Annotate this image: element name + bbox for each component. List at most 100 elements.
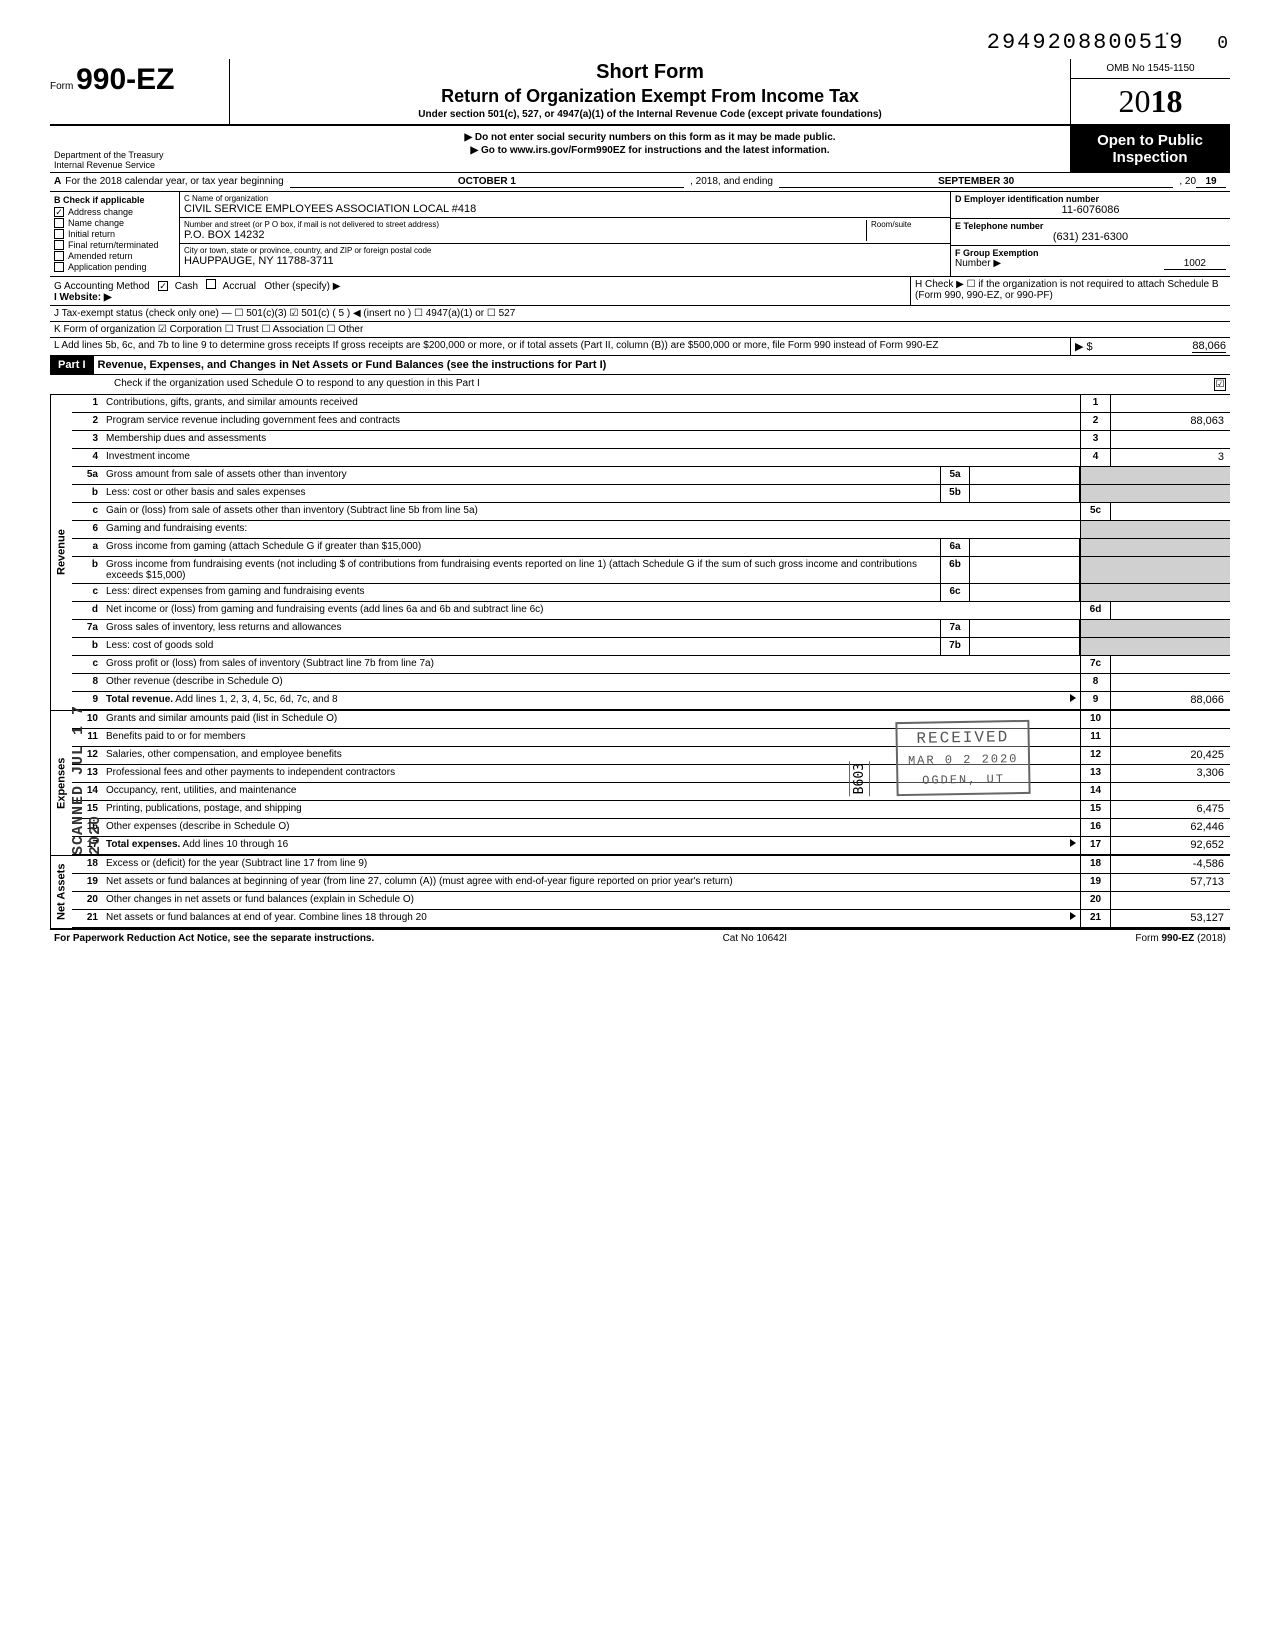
c-city-block: City or town, state or province, country… — [180, 244, 950, 269]
form-prefix: Form — [50, 81, 73, 92]
line-value — [1110, 729, 1230, 746]
year-block: OMB No 1545-1150 2018 — [1070, 59, 1230, 124]
org-address: P.O. BOX 14232 — [184, 229, 866, 241]
right-box-number: 2 — [1080, 413, 1110, 430]
arrow-icon — [1070, 839, 1076, 847]
part1-header-row: Part I Revenue, Expenses, and Changes in… — [50, 356, 1230, 375]
line-description: Program service revenue including govern… — [102, 413, 1080, 430]
line-number: 3 — [72, 431, 102, 448]
page-footer: For Paperwork Reduction Act Notice, see … — [50, 930, 1230, 947]
right-box-number: 13 — [1080, 765, 1110, 782]
f-label2: Number ▶ — [955, 258, 1001, 270]
line-value — [1110, 395, 1230, 412]
col-b-checkboxes: B Check if applicable ✓Address change Na… — [50, 192, 180, 276]
chk-cash[interactable]: ✓ — [158, 281, 168, 291]
short-form-label: Short Form — [238, 61, 1062, 84]
dln-trail: 0 — [1217, 34, 1230, 54]
mid-box-value — [970, 620, 1080, 637]
right-box-number: 14 — [1080, 783, 1110, 800]
received-text: RECEIVED — [907, 728, 1018, 748]
line-number: 8 — [72, 674, 102, 691]
d-label: D Employer identification number — [955, 194, 1226, 204]
line-number: b — [72, 638, 102, 655]
dept-irs: Internal Revenue Service — [54, 160, 226, 170]
instructions-block: ▶ Do not enter social security numbers o… — [230, 126, 1070, 172]
line-description: Investment income — [102, 449, 1080, 466]
line-c: cLess: direct expenses from gaming and f… — [72, 584, 1230, 602]
line-number: b — [72, 557, 102, 583]
right-box-number: 21 — [1080, 910, 1110, 927]
col-def: D Employer identification number 11-6076… — [950, 192, 1230, 276]
line-6: 6Gaming and fundraising events: — [72, 521, 1230, 539]
l-value-block: ▶ $ 88,066 — [1070, 338, 1230, 355]
received-location: OGDEN, UT — [908, 772, 1019, 788]
line-number: a — [72, 539, 102, 556]
line-value: 3,306 — [1110, 765, 1230, 782]
chk-app-pending[interactable]: Application pending — [54, 262, 175, 272]
chk-name-change[interactable]: Name change — [54, 218, 175, 228]
shaded-block — [1080, 539, 1230, 556]
chk-amended[interactable]: Amended return — [54, 251, 175, 261]
chk-address-change[interactable]: ✓Address change — [54, 207, 175, 217]
c-name-label: C Name of organization — [184, 194, 946, 203]
org-city: HAUPPAUGE, NY 11788-3711 — [184, 255, 946, 267]
received-date: MAR 0 2 2020 — [907, 752, 1018, 768]
line-description: Gross amount from sale of assets other t… — [102, 467, 940, 484]
line-description: Printing, publications, postage, and shi… — [102, 801, 1080, 818]
l-text: L Add lines 5b, 6c, and 7b to line 9 to … — [50, 338, 1070, 355]
line-15: 15Printing, publications, postage, and s… — [72, 801, 1230, 819]
right-box-number: 9 — [1080, 692, 1110, 709]
line-14: 14Occupancy, rent, utilities, and mainte… — [72, 783, 1230, 801]
right-box-number: 11 — [1080, 729, 1110, 746]
line-value: -4,586 — [1110, 856, 1230, 873]
chk-label-0: Address change — [68, 207, 133, 217]
mid-box-value — [970, 638, 1080, 655]
b-header: B Check if applicable — [54, 195, 175, 205]
line-description: Gaming and fundraising events: — [102, 521, 1080, 538]
check-o-box[interactable]: ☑ — [1214, 378, 1226, 391]
line-description: Net assets or fund balances at beginning… — [102, 874, 1080, 891]
shaded-block — [1080, 620, 1230, 637]
line-20: 20Other changes in net assets or fund ba… — [72, 892, 1230, 910]
mid-box-number: 7a — [940, 620, 970, 637]
line-d: dNet income or (loss) from gaming and fu… — [72, 602, 1230, 620]
line-16: 16Other expenses (describe in Schedule O… — [72, 819, 1230, 837]
tax-year: 2018 — [1071, 79, 1230, 124]
line-description: Less: cost or other basis and sales expe… — [102, 485, 940, 502]
chk-final-return[interactable]: Final return/terminated — [54, 240, 175, 250]
line-number: 19 — [72, 874, 102, 891]
g-accounting: G Accounting Method ✓ Cash Accrual Other… — [50, 277, 910, 305]
line-value: 88,063 — [1110, 413, 1230, 430]
chk-initial-return[interactable]: Initial return — [54, 229, 175, 239]
expense-lines: 10Grants and similar amounts paid (list … — [72, 711, 1230, 855]
c-city-label: City or town, state or province, country… — [184, 246, 946, 255]
right-box-number: 5c — [1080, 503, 1110, 520]
f-group-block: F Group Exemption Number ▶ 1002 — [951, 246, 1230, 272]
row-a-mid: , 2018, and ending — [690, 176, 773, 188]
mid-box-value — [970, 539, 1080, 556]
end-date: SEPTEMBER 30 — [779, 176, 1173, 188]
chk-accrual[interactable] — [206, 279, 216, 289]
dept-block: Department of the Treasury Internal Reve… — [50, 126, 230, 172]
line-9: 9Total revenue. Add lines 1, 2, 3, 4, 5c… — [72, 692, 1230, 710]
part1-title: Revenue, Expenses, and Changes in Net As… — [94, 357, 1230, 373]
c-addr-block: Number and street (or P O box, if mail i… — [180, 218, 950, 244]
g-label: G Accounting Method — [54, 281, 150, 292]
shaded-block — [1080, 557, 1230, 583]
right-box-number: 18 — [1080, 856, 1110, 873]
mid-box-number: 5a — [940, 467, 970, 484]
chk-label-3: Final return/terminated — [68, 240, 159, 250]
c-name-block: C Name of organization CIVIL SERVICE EMP… — [180, 192, 950, 218]
line-description: Less: cost of goods sold — [102, 638, 940, 655]
line-number: 7a — [72, 620, 102, 637]
footer-cat: Cat No 10642I — [723, 933, 788, 944]
line-number: 21 — [72, 910, 102, 927]
line-description: Other changes in net assets or fund bala… — [102, 892, 1080, 909]
line-19: 19Net assets or fund balances at beginni… — [72, 874, 1230, 892]
shaded-block — [1080, 485, 1230, 502]
line-value — [1110, 431, 1230, 448]
d-ein-block: D Employer identification number 11-6076… — [951, 192, 1230, 219]
mid-box-number: 6b — [940, 557, 970, 583]
accrual-label: Accrual — [223, 281, 256, 292]
footer-right: Form 990-EZ (2018) — [1135, 933, 1226, 944]
